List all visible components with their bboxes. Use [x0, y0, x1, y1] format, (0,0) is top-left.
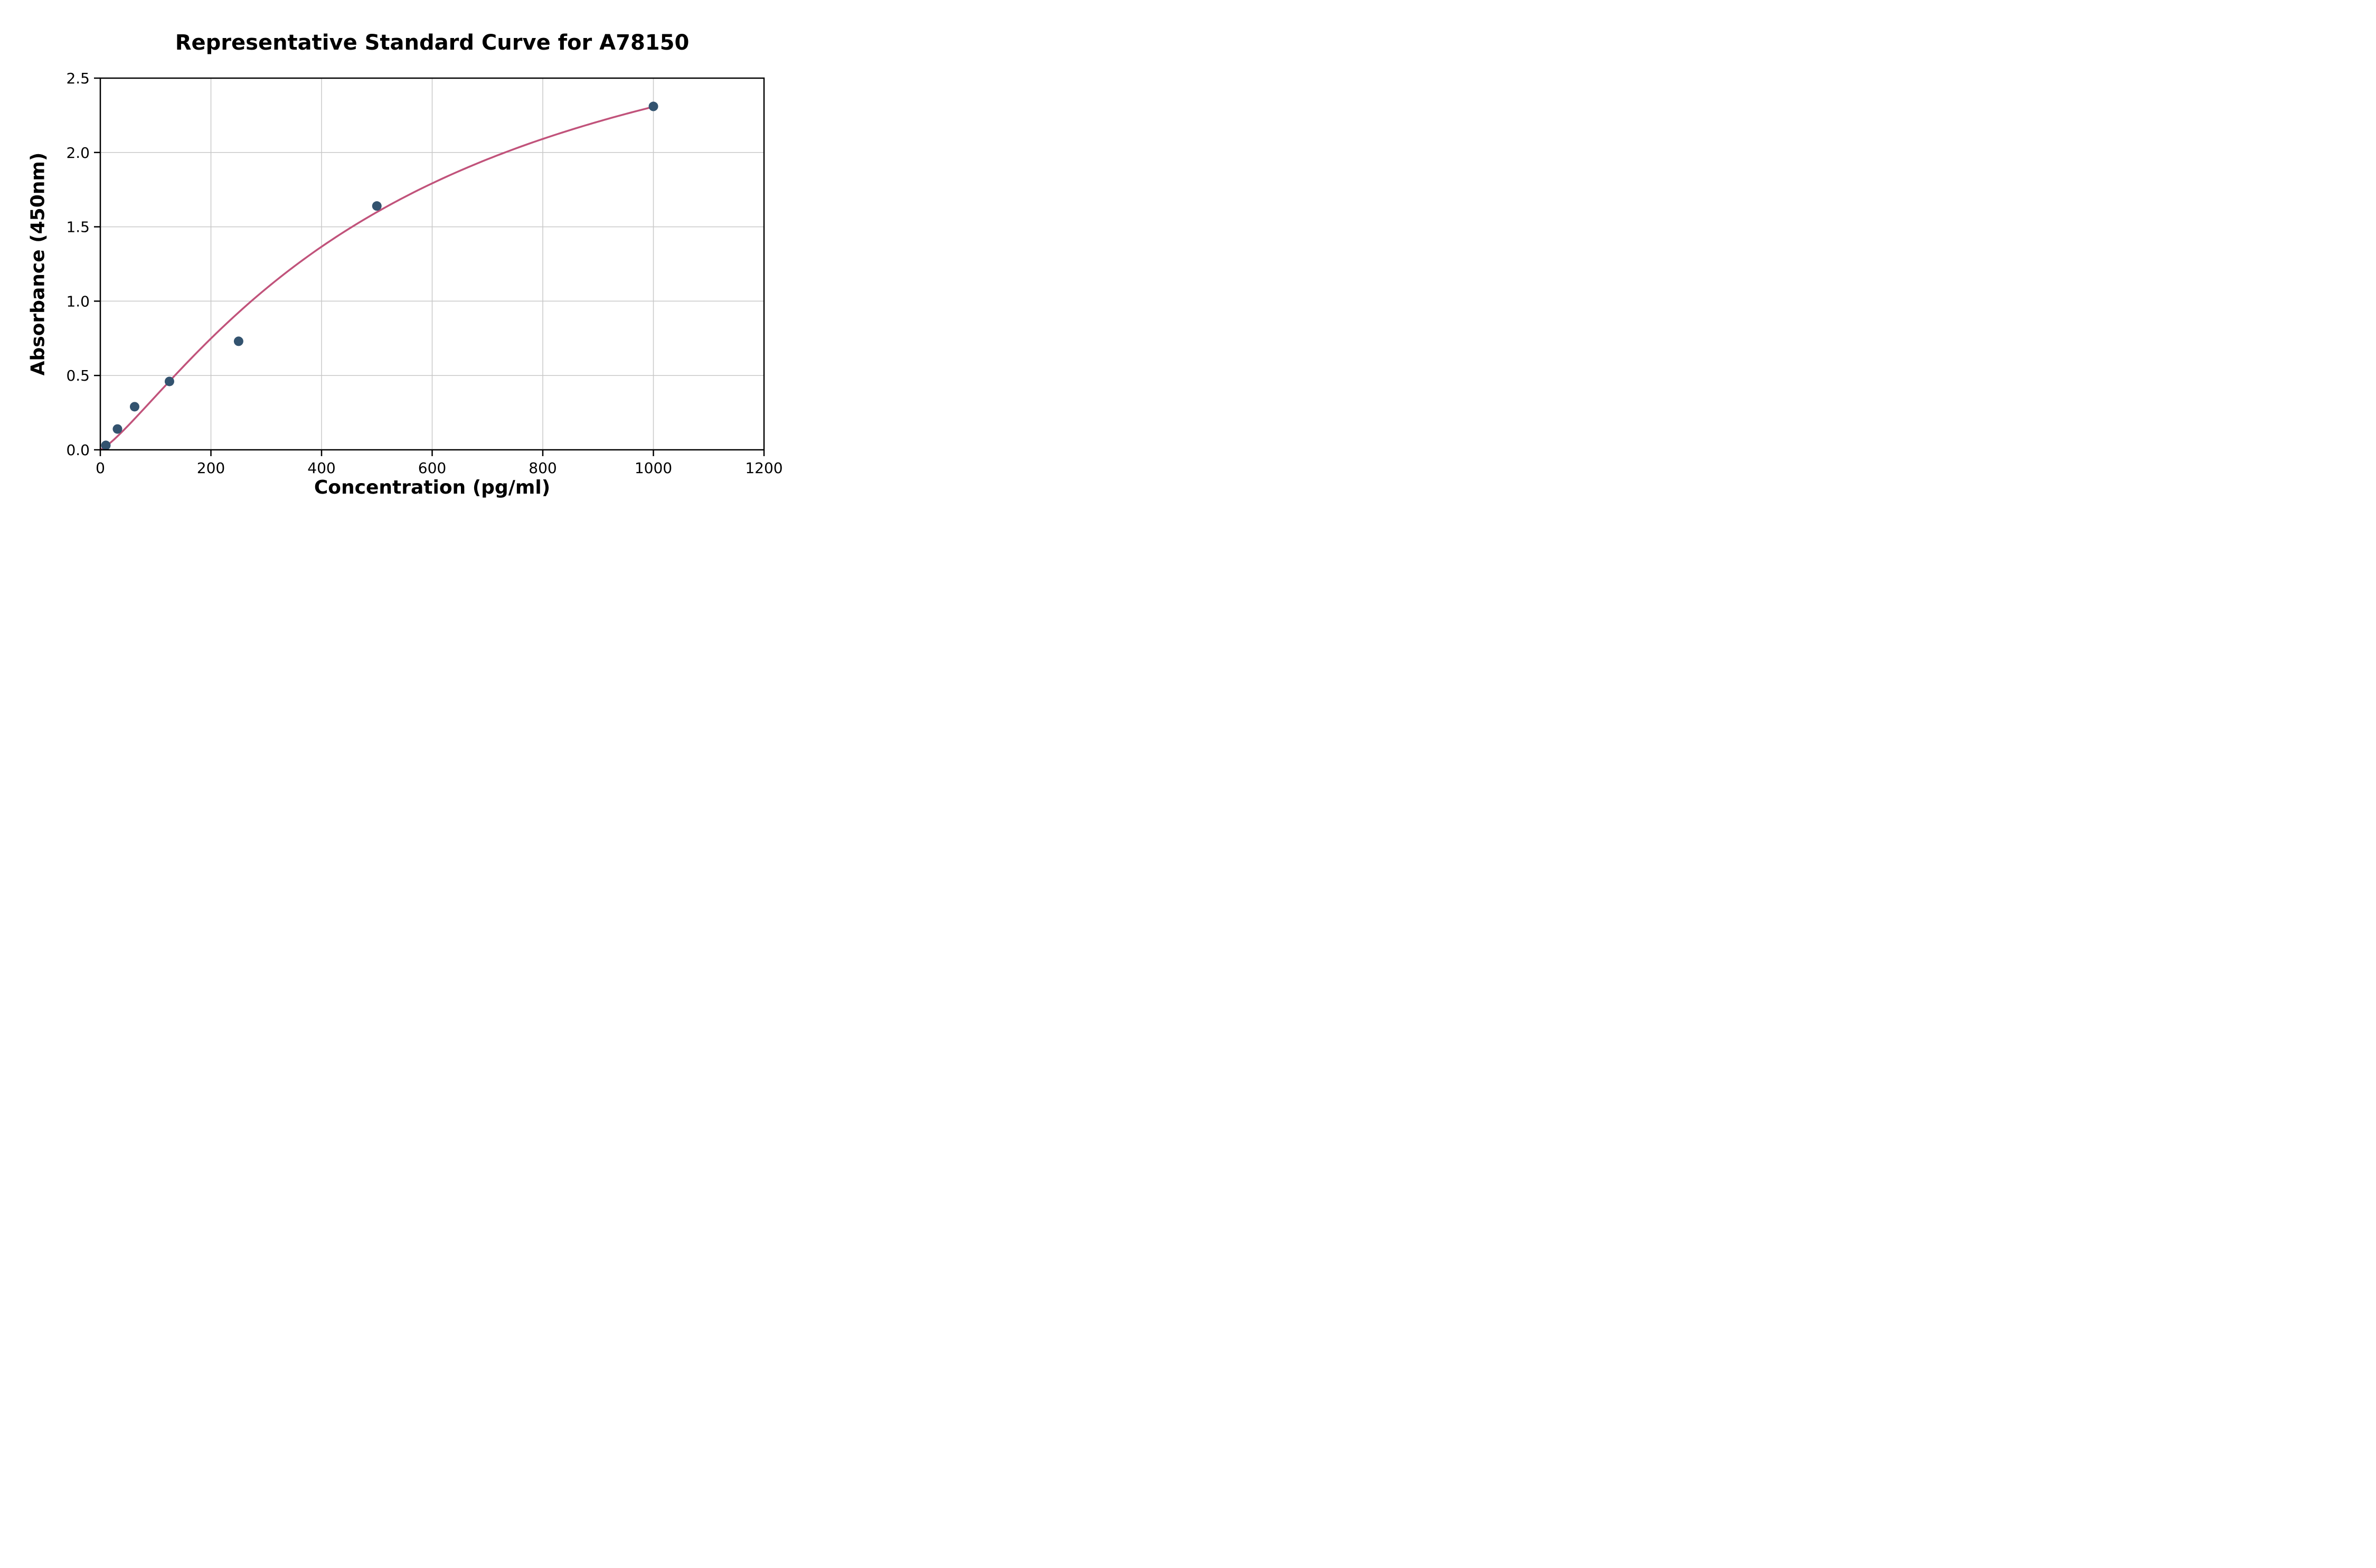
data-point	[648, 101, 658, 111]
y-tick-label: 1.0	[66, 292, 90, 310]
gridlines	[100, 78, 765, 450]
x-tick-label: 600	[418, 459, 446, 477]
y-tick-label: 1.5	[66, 219, 90, 236]
data-point	[101, 440, 111, 450]
data-point	[129, 402, 139, 412]
x-tick-label: 0	[96, 459, 105, 477]
x-tick-label: 200	[197, 459, 225, 477]
y-tick-label: 0.5	[66, 367, 90, 384]
axis-ticks: 0 200 400 600 800 1000 1200 0.0 0.5 1.0 1.5 2.0 2.5	[66, 70, 782, 477]
y-axis-label: Absorbance (450nm)	[27, 152, 49, 376]
x-tick-label: 800	[529, 459, 557, 477]
data-point	[233, 336, 243, 346]
data-point	[372, 201, 382, 211]
y-tick-label: 2.0	[66, 144, 90, 162]
data-point	[112, 424, 122, 434]
fit-curve-line	[99, 106, 655, 451]
y-tick-label: 0.0	[66, 441, 90, 459]
chart-title: Representative Standard Curve for A78150	[175, 31, 690, 55]
x-tick-label: 400	[307, 459, 335, 477]
x-tick-label: 1200	[745, 459, 782, 477]
x-tick-label: 1000	[635, 459, 672, 477]
standard-curve-chart: 0 200 400 600 800 1000 1200 0.0 0.5 1.0 1.5 2.0 2.5	[66, 70, 782, 477]
y-tick-label: 2.5	[66, 70, 90, 87]
x-axis-label: Concentration (pg/ml)	[314, 477, 551, 498]
figure: Representative Standard Curve for A78150…	[0, 0, 792, 523]
data-point	[164, 376, 174, 386]
data-points	[101, 101, 658, 450]
